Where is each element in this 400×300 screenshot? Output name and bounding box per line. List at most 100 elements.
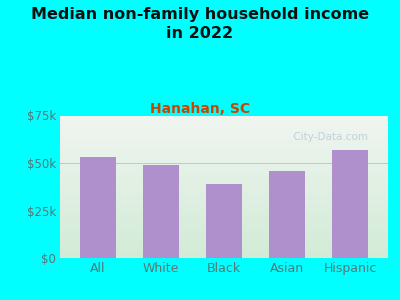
Bar (60, 211, 388, 212)
Bar (60, 119, 388, 120)
Bar (60, 151, 388, 152)
Bar (60, 236, 388, 237)
Bar (60, 165, 388, 166)
Bar (60, 223, 388, 224)
Bar (60, 230, 388, 231)
Bar (60, 134, 388, 135)
Bar (60, 194, 388, 195)
Bar (60, 130, 388, 131)
Bar (332, 150, 368, 258)
Bar (60, 255, 388, 256)
Bar (60, 234, 388, 235)
Bar (60, 126, 388, 127)
Bar (60, 247, 388, 248)
Bar (60, 209, 388, 210)
Bar (60, 254, 388, 255)
Bar (60, 202, 388, 203)
Bar (60, 252, 388, 253)
Bar (60, 217, 388, 218)
Bar (60, 233, 388, 234)
Bar (60, 218, 388, 219)
Bar (60, 169, 388, 170)
Bar (60, 129, 388, 130)
Bar (60, 174, 388, 175)
Bar (60, 244, 388, 245)
Bar (60, 243, 388, 244)
Bar (60, 184, 388, 185)
Bar (60, 185, 388, 186)
Text: Median non-family household income
in 2022: Median non-family household income in 20… (31, 8, 369, 41)
Bar (60, 154, 388, 155)
Bar (206, 184, 242, 258)
Bar (60, 215, 388, 216)
Bar (60, 121, 388, 122)
Text: Hanahan, SC: Hanahan, SC (150, 102, 250, 116)
Bar (60, 120, 388, 121)
Bar (60, 124, 388, 125)
Bar (60, 152, 388, 153)
Bar (60, 143, 388, 144)
Bar (60, 182, 388, 183)
Bar (60, 145, 388, 146)
Bar (60, 239, 388, 240)
Bar (60, 201, 388, 202)
Bar (60, 160, 388, 161)
Bar (60, 241, 388, 242)
Bar (60, 257, 388, 258)
Bar (60, 242, 388, 243)
Bar (60, 193, 388, 194)
Bar (60, 253, 388, 254)
Bar (60, 172, 388, 173)
Bar (60, 246, 388, 247)
Bar (60, 220, 388, 221)
Bar (60, 133, 388, 134)
Bar (60, 156, 388, 157)
Bar (60, 197, 388, 198)
Bar (60, 177, 388, 178)
Bar (60, 228, 388, 229)
Bar (60, 159, 388, 160)
Bar (60, 122, 388, 123)
Bar (60, 168, 388, 169)
Bar (60, 232, 388, 233)
Bar (60, 204, 388, 205)
Bar (60, 139, 388, 140)
Bar (60, 150, 388, 151)
Bar (60, 164, 388, 165)
Bar (60, 118, 388, 119)
Bar (60, 199, 388, 200)
Bar (143, 165, 179, 258)
Bar (60, 142, 388, 143)
Bar (60, 170, 388, 171)
Bar (60, 224, 388, 225)
Bar (60, 178, 388, 179)
Bar (60, 256, 388, 257)
Text: City-Data.com: City-Data.com (290, 132, 368, 142)
Bar (60, 181, 388, 182)
Bar (60, 240, 388, 241)
Bar (60, 196, 388, 197)
Bar (60, 206, 388, 207)
Bar (60, 137, 388, 138)
Bar (60, 141, 388, 142)
Bar (60, 249, 388, 250)
Bar (60, 195, 388, 196)
Bar (60, 200, 388, 201)
Bar (60, 153, 388, 154)
Bar (60, 135, 388, 136)
Bar (60, 202, 388, 203)
Bar (60, 227, 388, 228)
Bar (60, 192, 388, 193)
Bar (60, 237, 388, 238)
Bar (269, 171, 305, 258)
Bar (60, 208, 388, 209)
Bar (60, 188, 388, 189)
Bar (60, 235, 388, 236)
Bar (60, 132, 388, 133)
Bar (60, 128, 388, 129)
Bar (60, 160, 388, 161)
Bar (60, 162, 388, 163)
Bar (60, 176, 388, 177)
Bar (60, 212, 388, 213)
Bar (60, 190, 388, 191)
